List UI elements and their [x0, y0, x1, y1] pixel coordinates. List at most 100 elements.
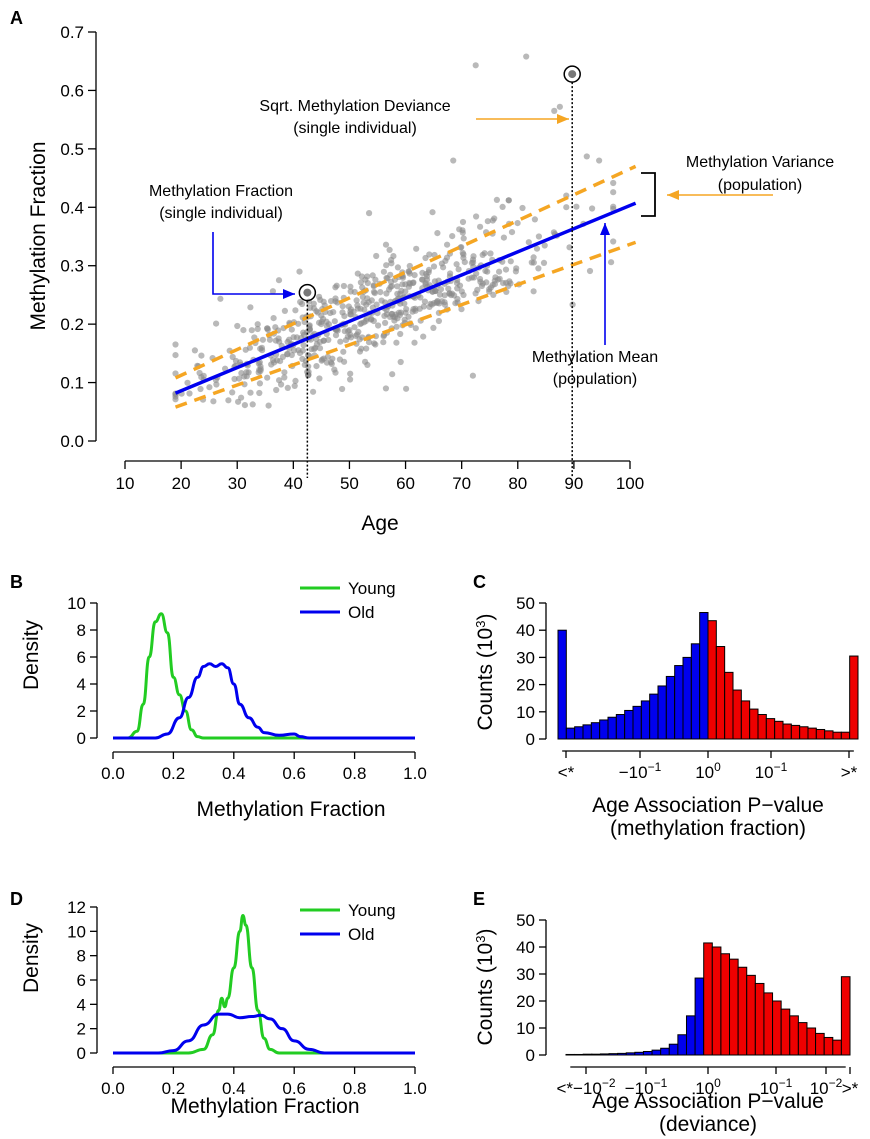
- mean-annotation-line1: Methylation Mean: [532, 349, 658, 366]
- histogram-bar: [729, 958, 739, 1056]
- mean-arrow-head: [600, 223, 610, 235]
- data-point: [444, 241, 451, 248]
- panel-b-y-tick-label: 10: [67, 594, 86, 613]
- data-point: [359, 284, 366, 291]
- data-point: [583, 153, 590, 160]
- data-point: [353, 297, 360, 304]
- data-point: [184, 379, 191, 386]
- data-point: [420, 333, 427, 340]
- panel-c-y-tick-label: 0: [526, 730, 535, 749]
- panel-a-y-tick-label: 0.4: [60, 198, 84, 217]
- data-point: [328, 298, 335, 305]
- data-point: [500, 234, 507, 241]
- panel-e-x-axis-sublabel: (deviance): [659, 1113, 757, 1136]
- histogram-bar: [634, 1051, 644, 1056]
- variance-arrow-head: [667, 190, 679, 200]
- data-point: [320, 315, 327, 323]
- data-point: [460, 254, 467, 261]
- data-point: [340, 282, 347, 290]
- data-point: [328, 360, 335, 367]
- panel-a-annotations: Sqrt. Methylation Deviance (single indiv…: [149, 98, 834, 388]
- histogram-bar: [651, 1049, 662, 1056]
- data-point: [540, 259, 548, 266]
- panel-a-x-tick-label: 70: [452, 474, 471, 493]
- data-point: [453, 261, 460, 268]
- data-point: [389, 371, 396, 378]
- highlighted-point: [568, 70, 577, 79]
- data-point: [306, 326, 313, 333]
- data-point: [300, 329, 307, 336]
- data-point: [325, 321, 332, 328]
- data-point: [347, 308, 354, 315]
- variance-annotation-line2: (population): [718, 177, 803, 194]
- panel-b-y-axis-label: Density: [20, 619, 43, 690]
- data-point: [213, 381, 220, 388]
- data-point: [339, 303, 346, 310]
- data-point: [458, 288, 465, 295]
- density-line-old: [113, 1012, 415, 1055]
- data-point: [458, 306, 465, 313]
- panel-a-y-tick-label: 0.6: [60, 81, 84, 100]
- histogram-bar: [772, 1000, 782, 1056]
- panel-c-y-tick-label: 10: [516, 703, 535, 722]
- histogram-bar: [780, 1008, 791, 1056]
- data-point: [446, 290, 453, 297]
- data-point: [197, 385, 204, 393]
- panel-a-y-tick-label: 0.5: [60, 140, 84, 159]
- data-point: [347, 370, 354, 377]
- lower-variance-band: [174, 240, 637, 409]
- data-point: [459, 249, 466, 256]
- panel-b-y-tick-label: 4: [77, 675, 86, 694]
- data-point: [206, 384, 213, 391]
- data-point: [397, 358, 404, 366]
- data-point: [610, 238, 617, 245]
- histogram-bar: [625, 1052, 636, 1056]
- data-point: [320, 298, 327, 305]
- data-point: [256, 389, 263, 397]
- data-point: [191, 347, 198, 354]
- data-point: [310, 388, 317, 395]
- data-point: [491, 215, 498, 222]
- data-point: [264, 325, 271, 332]
- data-point: [451, 292, 458, 299]
- data-point: [402, 281, 409, 288]
- data-point: [380, 339, 387, 346]
- data-point: [459, 229, 466, 236]
- data-point: [210, 398, 217, 405]
- data-point: [234, 322, 241, 330]
- data-point: [296, 268, 303, 275]
- histogram-bar: [749, 708, 759, 740]
- data-point: [470, 259, 477, 266]
- panel-b-y-tick-label: 8: [77, 621, 86, 640]
- data-point: [347, 331, 354, 338]
- histogram-bar: [763, 992, 774, 1056]
- panel-c-x-tick-label: 10−1: [755, 760, 788, 782]
- data-point: [292, 377, 299, 384]
- data-point: [419, 276, 426, 283]
- panel-d-y-axis-label: Density: [20, 922, 43, 993]
- data-point: [273, 357, 281, 364]
- panel-a-x-tick-label: 50: [340, 474, 359, 493]
- panel-d-x-tick-label: 0.6: [282, 1079, 306, 1098]
- panel-letter-d: D: [10, 889, 23, 909]
- panel-e-x-tick-label: >*: [842, 1079, 859, 1098]
- upper-variance-band: [174, 164, 637, 380]
- data-point: [573, 203, 580, 210]
- highlighted-point-ring: [298, 283, 317, 302]
- histogram-bar: [757, 714, 767, 740]
- histogram-bar: [574, 726, 584, 740]
- panel-c-x-axis-label: Age Association P−value: [592, 794, 824, 817]
- data-point: [508, 229, 516, 236]
- data-point: [382, 241, 390, 248]
- data-point: [359, 293, 366, 300]
- data-point: [316, 345, 324, 352]
- data-point: [354, 302, 361, 309]
- data-point: [331, 318, 338, 325]
- data-point: [493, 196, 500, 203]
- panel-b-x-tick-label: 1.0: [403, 764, 427, 783]
- data-point: [371, 340, 378, 347]
- legend-label-young: Young: [348, 579, 396, 598]
- panel-e-x-axis-label: Age Association P−value: [592, 1090, 824, 1113]
- histogram-bar: [617, 1052, 627, 1056]
- data-point: [563, 204, 570, 211]
